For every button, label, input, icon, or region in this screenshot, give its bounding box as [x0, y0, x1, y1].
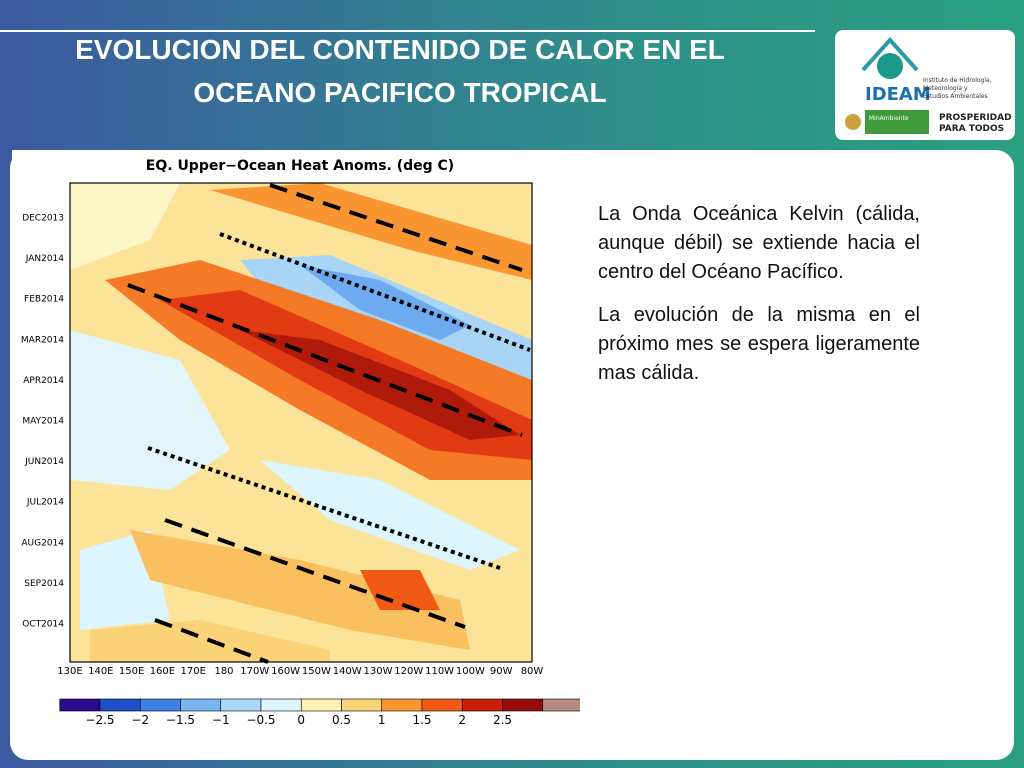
logo-art: IDEAM Instituto de Hidrología, Meteorolo…: [845, 37, 1012, 134]
colorbar-label: −1.5: [166, 713, 195, 727]
colorbar-label: −2: [131, 713, 149, 727]
y-label: JAN2014: [25, 254, 65, 264]
logo-slogan: PARA TODOS: [939, 124, 1004, 134]
x-label: 150E: [119, 666, 144, 677]
logo-sub: Meteorología y: [923, 85, 968, 92]
x-label: 90W: [490, 666, 513, 677]
y-label: DEC2013: [22, 214, 64, 224]
y-label: APR2014: [23, 376, 64, 386]
x-label: 110W: [425, 666, 454, 677]
x-label: 160W: [271, 666, 300, 677]
logo-slogan: PROSPERIDAD: [939, 113, 1012, 123]
logo: IDEAM Instituto de Hidrología, Meteorolo…: [835, 30, 1015, 140]
logo-sub: Instituto de Hidrología,: [923, 77, 992, 84]
colorbar-cell: [59, 698, 101, 712]
x-label: 180: [214, 666, 233, 677]
y-label: JUL2014: [26, 498, 64, 508]
colorbar-cell: [502, 698, 544, 712]
colorbar-label: 2.5: [493, 713, 512, 727]
figure-title: EQ. Upper−Ocean Heat Anoms. (deg C): [146, 158, 454, 174]
y-label: MAR2014: [21, 335, 64, 345]
y-label: SEP2014: [24, 579, 64, 589]
x-label: 100W: [456, 666, 485, 677]
y-label: JUN2014: [24, 457, 64, 467]
y-label: FEB2014: [24, 295, 64, 305]
x-label: 150W: [302, 666, 331, 677]
rule: [0, 30, 815, 32]
x-label: 120W: [394, 666, 423, 677]
colorbar-label: 0.5: [332, 713, 351, 727]
colorbar-label: 1: [378, 713, 386, 727]
colorbar-label: −2.5: [85, 713, 114, 727]
colorbar-cell: [139, 698, 181, 712]
y-label: MAY2014: [22, 417, 64, 427]
title-line: EVOLUCION DEL CONTENIDO DE CALOR EN EL: [75, 34, 725, 65]
y-label: AUG2014: [21, 538, 64, 548]
x-label: 160E: [150, 666, 175, 677]
logo-ministry: MinAmbiente: [869, 115, 909, 122]
colorbar-label: −1: [212, 713, 230, 727]
colorbar-label: 2: [458, 713, 466, 727]
paragraph: La Onda Oceánica Kelvin (cálida, aunque …: [598, 203, 920, 283]
colorbar-cell: [260, 698, 302, 712]
title-line: OCEANO PACIFICO TROPICAL: [193, 77, 607, 108]
colorbar-cell: [300, 698, 342, 712]
logo-sub: Estudios Ambientales: [923, 93, 988, 100]
colorbar-cell: [461, 698, 503, 712]
x-label: 130W: [364, 666, 393, 677]
x-label: 170W: [240, 666, 269, 677]
colorbar-cell: [421, 698, 463, 712]
heat-field: [70, 183, 532, 662]
description: La Onda Oceánica Kelvin (cálida, aunque …: [598, 200, 920, 402]
colorbar-cell: [381, 698, 423, 712]
x-label: 140E: [88, 666, 113, 677]
colorbar-cell: [99, 698, 141, 712]
colorbar-cell: [180, 698, 222, 712]
colorbar-cell: [341, 698, 383, 712]
colorbar-label: −0.5: [246, 713, 275, 727]
colorbar-cell: [220, 698, 262, 712]
paragraph: La evolución de la misma en el próximo m…: [598, 304, 920, 384]
kelvin-lines: [127, 183, 531, 664]
x-label: 130E: [57, 666, 82, 677]
x-label: 140W: [333, 666, 362, 677]
hovmoller-figure: EQ. Upper−Ocean Heat Anoms. (deg C) DEC2…: [12, 150, 580, 740]
logo-name: IDEAM: [865, 84, 931, 105]
colorbar-label: 1.5: [412, 713, 431, 727]
y-label: OCT2014: [22, 620, 64, 630]
colorbar-cell: [542, 698, 580, 712]
x-label: 80W: [521, 666, 544, 677]
colorbar-label: 0: [297, 713, 305, 727]
x-label: 170E: [180, 666, 205, 677]
